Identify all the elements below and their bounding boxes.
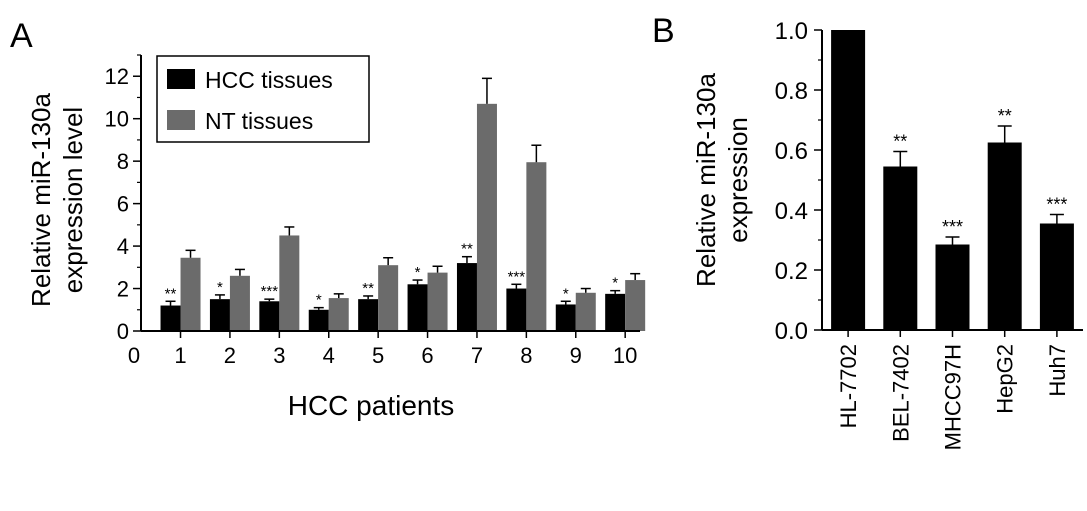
- annotation-a-5: **: [362, 280, 374, 297]
- annotation-b-Huh7: ***: [1046, 195, 1067, 215]
- annotation-a-8: ***: [508, 268, 526, 285]
- x-tick-label-b-HepG2: HepG2: [993, 344, 1018, 414]
- y-tick-label-a-4: 4: [117, 234, 129, 259]
- chart-a-legend-swatch-nt: [167, 110, 195, 130]
- chart-b: ********** 0.00.20.40.60.81.0 HL-7702 BEL…: [691, 18, 1083, 450]
- x-tick-label-a-6: 6: [421, 343, 433, 368]
- annotation-a-9: *: [563, 285, 569, 302]
- chart-b-y-axis-label-line1: Relative miR-130a: [691, 73, 721, 287]
- bar-b-HL-7702: [831, 30, 866, 330]
- annotation-b-BEL-7402: **: [893, 132, 907, 152]
- chart-b-y-tick-labels: 0.0 0.2 0.4 0.6 0.8 1.0: [775, 18, 808, 345]
- bar-a-s2-9: [575, 292, 596, 331]
- y-tick-label-b-0.8: 0.8: [775, 78, 808, 105]
- chart-a-y-axis-label-line1: Relative miR-130a: [26, 93, 56, 307]
- chart-a-legend-swatch-hcc: [167, 69, 195, 89]
- bar-a-s1-10: [605, 293, 626, 331]
- panel-label-b: B: [652, 12, 675, 50]
- chart-a-legend: HCC tissues NT tissues: [156, 55, 370, 143]
- bar-a-s2-8: [526, 162, 547, 331]
- chart-a-bars: [160, 103, 646, 331]
- x-tick-label-a-5: 5: [372, 343, 384, 368]
- bar-a-s1-9: [555, 304, 576, 331]
- y-tick-label-a-0: 0: [117, 319, 129, 344]
- annotation-b-HepG2: **: [998, 106, 1012, 126]
- bar-a-s1-2: [209, 299, 230, 331]
- bar-a-s1-7: [456, 263, 477, 331]
- bar-a-s1-5: [358, 299, 379, 331]
- bar-a-s2-5: [378, 265, 399, 331]
- chart-a-y-axis-label-line2: expression level: [58, 107, 88, 293]
- x-tick-label-a-10: 10: [613, 343, 637, 368]
- annotation-a-2: *: [217, 279, 223, 296]
- y-tick-label-b-0.0: 0.0: [775, 318, 808, 345]
- bar-a-s1-3: [259, 301, 280, 331]
- chart-a-legend-label-hcc: HCC tissues: [205, 67, 333, 93]
- bar-b-HepG2: [987, 142, 1022, 330]
- x-tick-label-b-MHCC97H: MHCC97H: [941, 344, 966, 450]
- bar-b-BEL-7402: [883, 166, 918, 330]
- bar-a-s2-3: [279, 235, 300, 331]
- chart-b-x-tick-labels: HL-7702 BEL-7402 MHCC97H HepG2 Huh7: [836, 344, 1070, 450]
- x-tick-label-a-7: 7: [471, 343, 483, 368]
- bar-a-s2-1: [180, 257, 201, 331]
- x-tick-label-a-9: 9: [570, 343, 582, 368]
- annotation-a-3: ***: [261, 283, 279, 300]
- bar-a-s1-8: [506, 288, 527, 331]
- chart-a-y-tick-labels: 0 2 4 6 8 10 12: [105, 64, 129, 344]
- chart-b-annotations: **********: [893, 106, 1067, 237]
- x-tick-label-b-HL-7702: HL-7702: [836, 344, 861, 428]
- y-tick-label-b-0.6: 0.6: [775, 138, 808, 165]
- chart-a-axes: [133, 54, 640, 338]
- x-tick-label-a-2: 2: [224, 343, 236, 368]
- bar-a-s2-4: [328, 298, 349, 331]
- chart-b-axes: [814, 29, 1083, 337]
- y-tick-label-a-6: 6: [117, 192, 129, 217]
- bar-a-s2-7: [476, 103, 497, 331]
- bar-a-s1-1: [160, 305, 181, 331]
- bar-a-s1-6: [407, 284, 428, 331]
- x-tick-label-a-4: 4: [323, 343, 335, 368]
- chart-a-x-tick-labels: 1 2 3 4 5 6 7 8 9 10: [174, 343, 637, 368]
- chart-a-x-axis-label: HCC patients: [288, 390, 455, 421]
- annotation-a-10: *: [612, 275, 618, 292]
- bar-b-MHCC97H: [935, 244, 970, 330]
- x-tick-label-a-1: 1: [174, 343, 186, 368]
- chart-a-error-bars: [165, 77, 641, 310]
- chart-b-bars: [831, 30, 1074, 330]
- y-tick-label-a-10: 10: [105, 107, 129, 132]
- chart-b-error-bars: [893, 125, 1064, 245]
- annotation-a-4: *: [316, 292, 322, 309]
- bar-b-Huh7: [1039, 223, 1074, 330]
- annotation-a-1: **: [165, 285, 177, 302]
- bar-a-s2-10: [625, 280, 646, 331]
- x-tick-label-b-BEL-7402: BEL-7402: [888, 344, 913, 442]
- y-tick-label-a-2: 2: [117, 277, 129, 302]
- x-tick-label-b-Huh7: Huh7: [1045, 344, 1070, 397]
- bar-a-s2-2: [229, 275, 250, 331]
- bar-a-s2-6: [427, 272, 448, 331]
- y-tick-label-b-0.4: 0.4: [775, 198, 808, 225]
- y-tick-label-a-12: 12: [105, 64, 129, 89]
- x-tick-label-a-8: 8: [520, 343, 532, 368]
- chart-a-x-origin-label: 0: [128, 343, 140, 368]
- y-tick-label-b-1.0: 1.0: [775, 18, 808, 45]
- chart-a-legend-label-nt: NT tissues: [205, 108, 313, 134]
- annotation-b-MHCC97H: ***: [942, 217, 963, 237]
- y-tick-label-b-0.2: 0.2: [775, 258, 808, 285]
- panel-label-a: A: [10, 17, 33, 55]
- y-tick-label-a-8: 8: [117, 149, 129, 174]
- chart-b-y-axis-label-line2: expression: [723, 117, 753, 243]
- x-tick-label-a-3: 3: [273, 343, 285, 368]
- chart-a-annotations: ** * *** ***********: [165, 241, 619, 309]
- bar-a-s1-4: [308, 309, 329, 331]
- annotation-a-7: **: [461, 241, 473, 258]
- annotation-a-6: *: [415, 264, 421, 281]
